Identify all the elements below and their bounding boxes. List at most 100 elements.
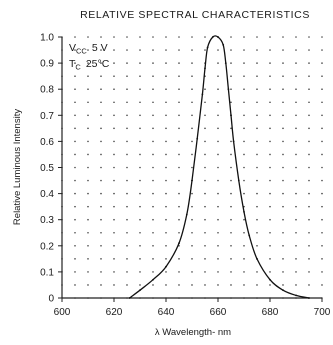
grid-dot: [269, 205, 271, 208]
data-point: [237, 179, 240, 182]
data-point: [243, 210, 245, 213]
grid-dot: [113, 166, 115, 169]
grid-dot: [282, 284, 284, 286]
grid-dot: [178, 101, 180, 104]
grid-dot: [217, 88, 219, 90]
grid-dot: [295, 218, 297, 221]
grid-dot: [139, 179, 141, 182]
grid-dot: [139, 205, 141, 208]
grid-dot: [100, 218, 102, 221]
grid-dot: [87, 231, 89, 234]
grid-dot: [139, 218, 141, 221]
grid-dot: [230, 205, 232, 208]
grid-dot: [113, 114, 115, 117]
grid-dot: [256, 127, 258, 130]
grid-dot: [295, 205, 297, 208]
grid-dot: [243, 101, 245, 104]
grid-dot: [321, 75, 323, 77]
grid-dot: [152, 49, 154, 51]
grid-dot: [321, 127, 323, 130]
grid-dot: [256, 88, 258, 90]
y-tick-label: 0.1: [40, 267, 54, 278]
grid-dot: [217, 231, 219, 234]
grid-dot: [204, 205, 206, 208]
grid-dot: [282, 166, 284, 169]
grid-dot: [165, 205, 167, 208]
grid-dot: [217, 49, 219, 51]
grid-dot: [204, 258, 206, 260]
grid-dot: [256, 231, 258, 234]
grid-dot: [191, 49, 193, 51]
x-tick-label: 680: [262, 307, 279, 318]
grid-dot: [321, 101, 323, 104]
grid-dot: [139, 166, 141, 169]
grid-dot: [100, 258, 102, 260]
grid-dot: [100, 245, 102, 247]
grid-dot: [139, 258, 141, 260]
grid-dot: [230, 284, 232, 286]
grid-dot: [74, 153, 76, 156]
data-point: [139, 289, 141, 292]
grid-dot: [113, 192, 115, 195]
grid-dot: [269, 36, 271, 38]
grid-dot: [191, 62, 193, 64]
grid-dot: [243, 258, 245, 260]
grid-dot: [74, 218, 76, 221]
grid-dot: [74, 49, 76, 51]
grid-dot: [165, 192, 167, 195]
grid-dot: [74, 258, 76, 260]
grid-dot: [74, 179, 76, 182]
grid-dot: [100, 231, 102, 234]
grid-dot: [321, 140, 323, 143]
grid-dot: [113, 127, 115, 130]
grid-dot: [139, 88, 141, 90]
y-tick-label: 0.5: [40, 163, 54, 174]
data-point: [201, 93, 204, 96]
grid-dot: [87, 153, 89, 156]
grid-dot: [243, 153, 245, 156]
grid-dot: [113, 36, 115, 38]
grid-dot: [204, 231, 206, 234]
grid-dot: [100, 271, 102, 273]
grid-dot: [282, 114, 284, 117]
grid-dot: [87, 62, 89, 64]
grid-dot: [191, 192, 193, 195]
grid-dot: [230, 36, 232, 38]
grid-dot: [269, 62, 271, 64]
grid-dot: [152, 218, 154, 221]
grid-dot: [165, 62, 167, 64]
grid-dot: [308, 166, 310, 169]
grid-dot: [269, 245, 271, 247]
grid-dot: [269, 49, 271, 51]
grid-dot: [178, 49, 180, 51]
grid-dot: [165, 88, 167, 90]
grid-dot: [321, 36, 323, 38]
grid-dot: [178, 218, 180, 221]
data-point: [232, 140, 235, 143]
data-point: [211, 36, 214, 38]
grid-dot: [100, 166, 102, 169]
spectral-curve: [129, 35, 310, 299]
data-point: [185, 213, 188, 216]
grid-dot: [113, 218, 115, 221]
grid-dot: [152, 205, 154, 208]
grid-dot: [152, 36, 154, 38]
grid-dot: [256, 36, 258, 38]
grid-dot: [269, 231, 271, 234]
grid-dot: [152, 140, 154, 143]
grid-dot: [178, 192, 180, 195]
grid-dot: [321, 284, 323, 286]
grid-dot: [165, 153, 167, 156]
grid-dot: [295, 271, 297, 273]
grid-dot: [74, 75, 76, 77]
grid-dot: [230, 88, 232, 90]
grid-dot: [87, 245, 89, 247]
grid-dot: [308, 258, 310, 260]
grid-dot: [243, 271, 245, 273]
data-point: [269, 278, 271, 281]
grid-dot: [165, 179, 167, 182]
grid-dot: [100, 153, 102, 156]
grid-dot: [87, 218, 89, 221]
grid-dot: [308, 231, 310, 234]
